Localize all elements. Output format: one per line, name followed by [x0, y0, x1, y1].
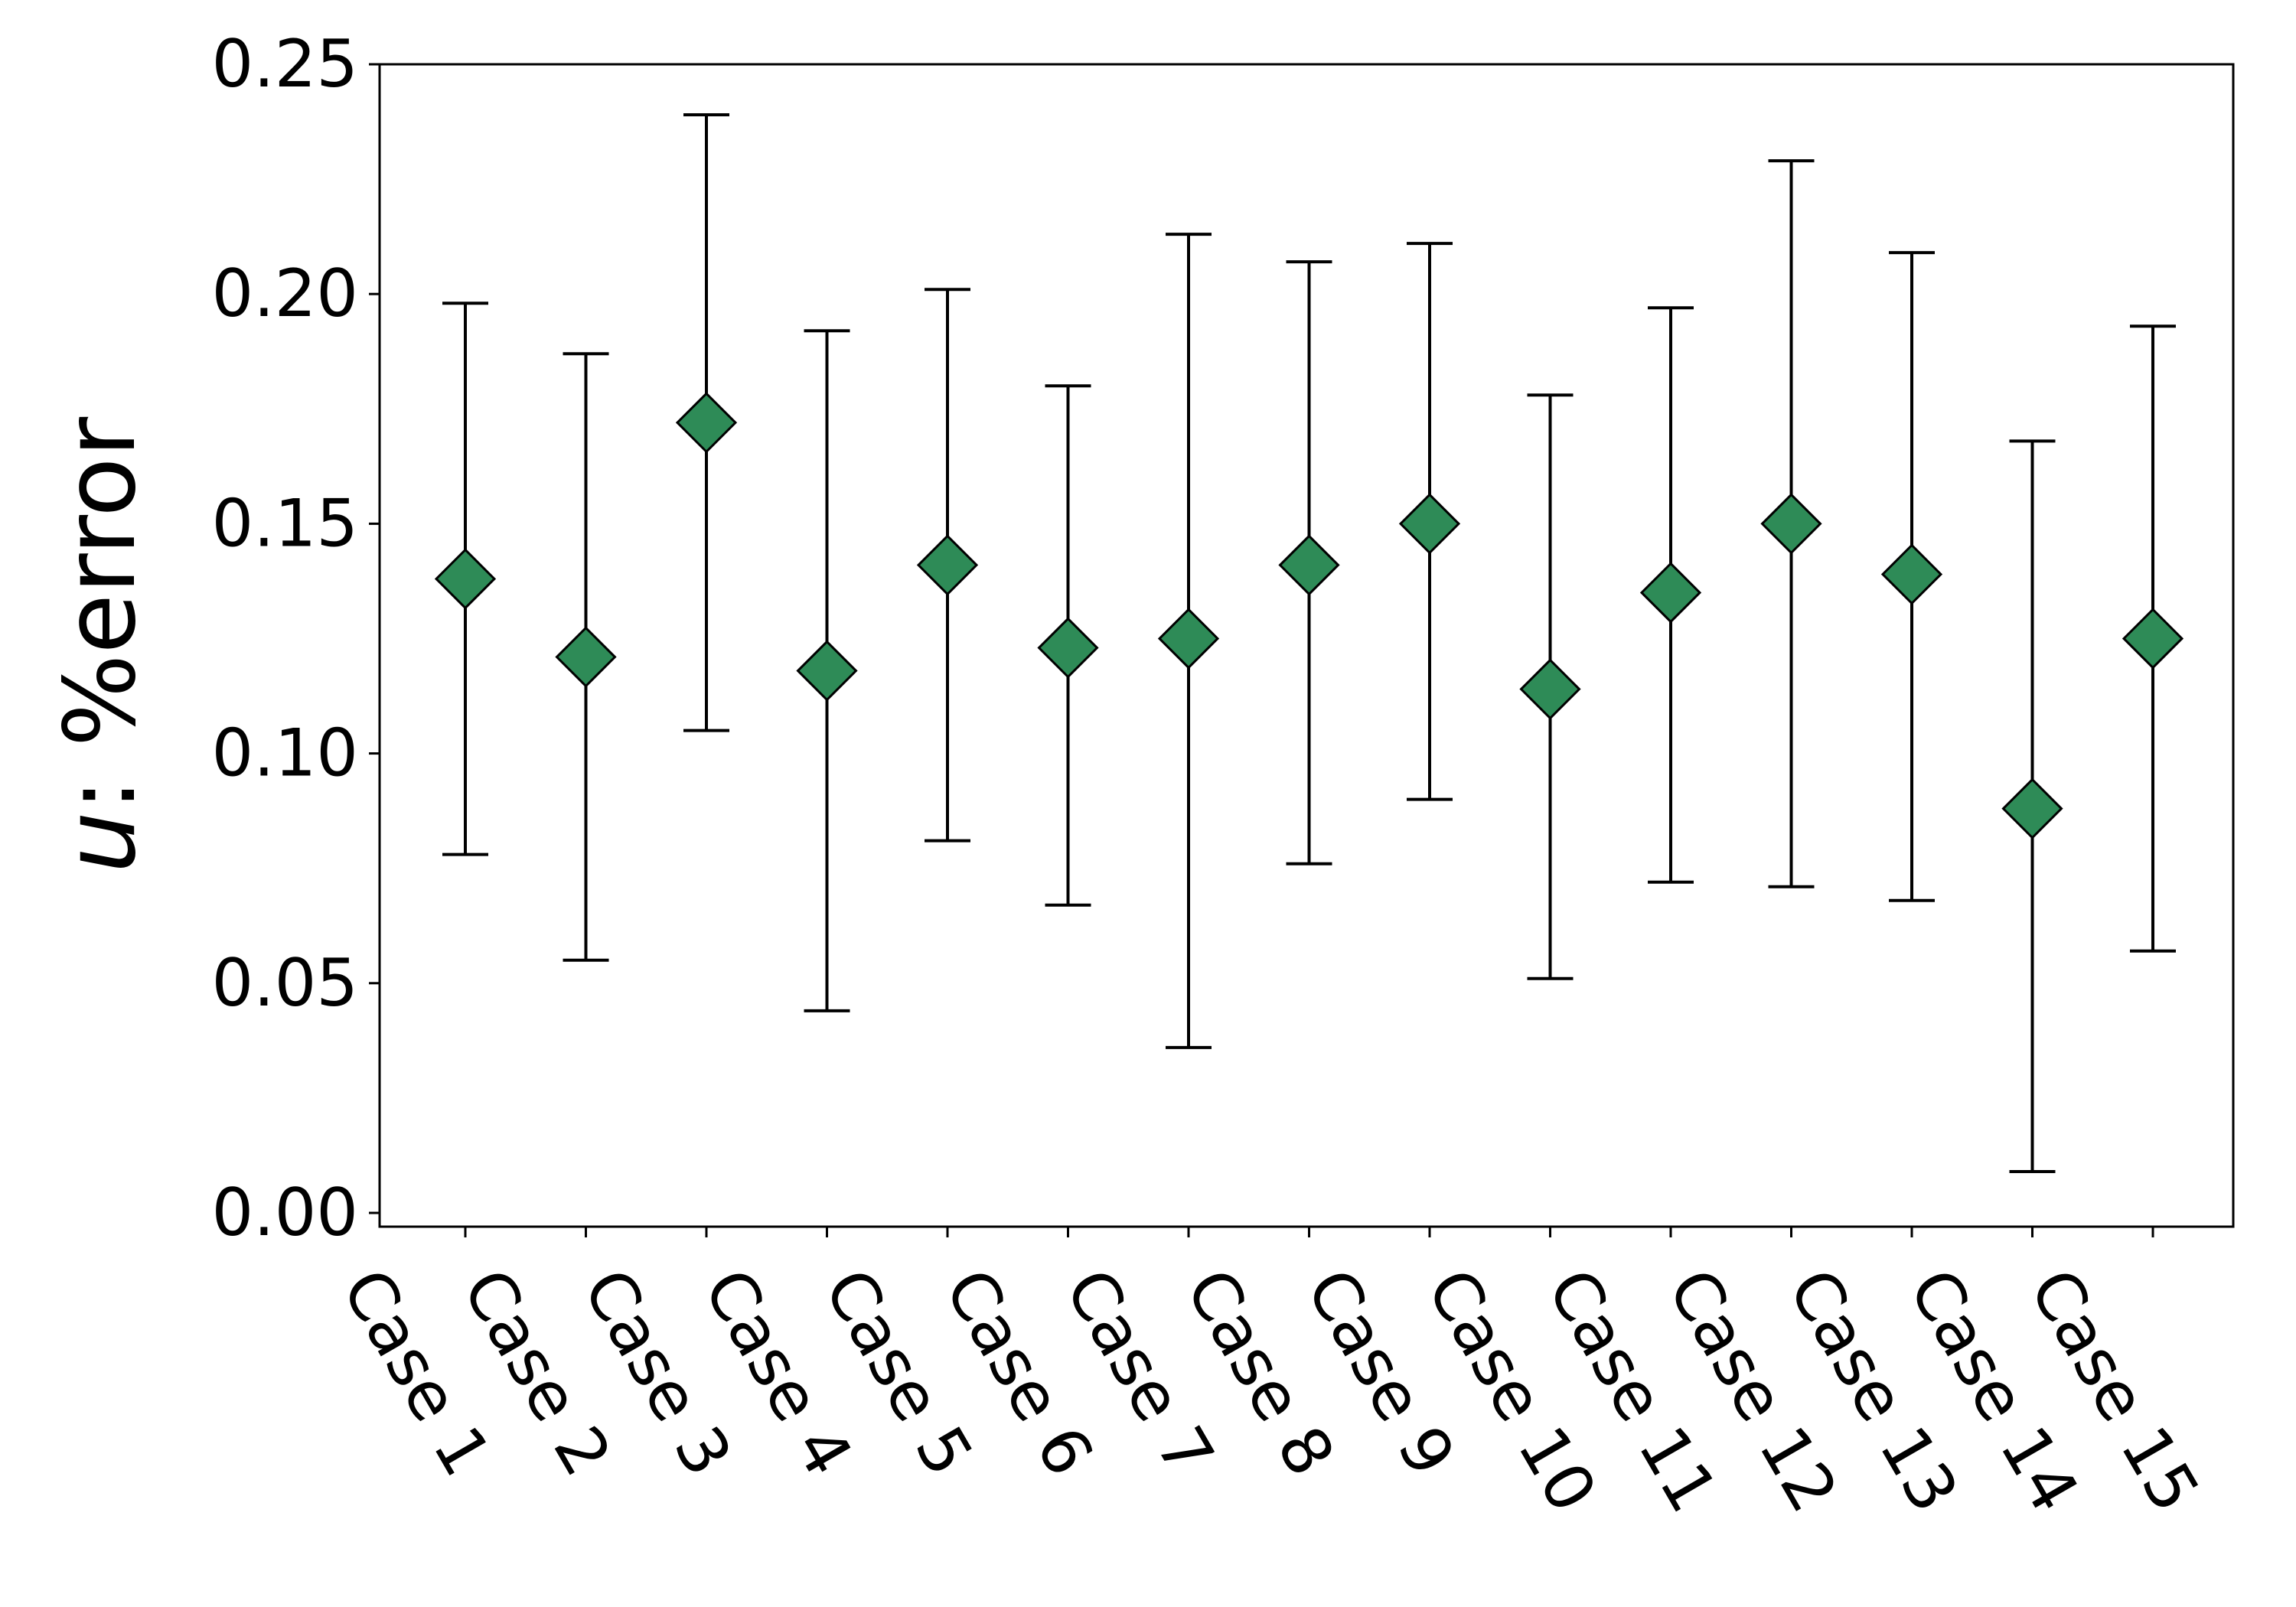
data-point-marker	[434, 548, 497, 610]
data-point-marker	[796, 640, 858, 702]
data-point-marker	[675, 392, 738, 454]
data-point-marker	[1157, 608, 1220, 670]
data-point-marker	[2001, 777, 2063, 839]
data-point-marker	[1519, 658, 1581, 720]
y-axis-label-variable: u	[44, 811, 158, 873]
y-tick-label: 0.05	[212, 945, 358, 1022]
y-tick-label: 0.20	[212, 256, 358, 332]
y-tick-label: 0.15	[212, 485, 358, 562]
data-point-marker	[916, 534, 979, 596]
data-point-marker	[1880, 543, 1943, 605]
y-tick-label: 0.00	[212, 1175, 358, 1251]
y-axis-label-rest: : %error	[44, 416, 158, 811]
plot-area-frame	[378, 63, 2235, 1228]
data-point-marker	[1639, 562, 1702, 624]
data-point-marker	[555, 626, 617, 688]
data-point-marker	[1278, 534, 1340, 596]
data-markers	[434, 392, 2184, 839]
error-bars	[442, 113, 2176, 1173]
y-tick-label: 0.10	[212, 715, 358, 792]
y-axis-label: u: %error	[44, 416, 158, 873]
y-tick-label: 0.25	[212, 26, 358, 103]
data-point-marker	[1037, 617, 1099, 679]
data-point-marker	[1760, 493, 1822, 555]
data-point-marker	[1398, 493, 1461, 555]
y-axis-ticks: 0.00 0.05 0.10 0.15 0.20 0.25	[212, 26, 380, 1251]
data-point-marker	[2122, 608, 2184, 670]
